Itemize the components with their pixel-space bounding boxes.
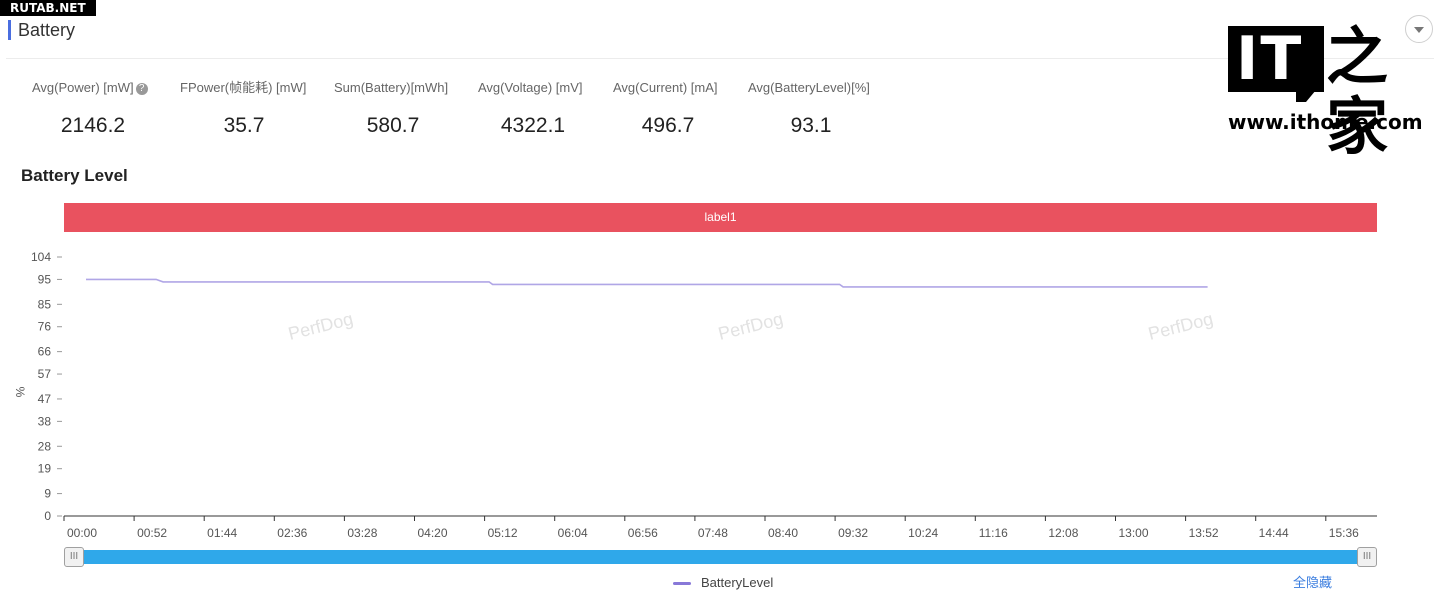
legend-label: BatteryLevel [701, 575, 774, 590]
y-tick-label: 38 [38, 414, 52, 428]
x-tick-label: 15:36 [1329, 526, 1359, 540]
y-tick-label: 104 [31, 250, 51, 264]
battery-level-chart: PerfDog PerfDog PerfDog % 0 9 19 28 38 47 57 66… [13, 250, 1377, 540]
x-tick-label: 13:00 [1118, 526, 1148, 540]
stat-avg-power: Avg(Power) [mW]? 2146.2 [32, 74, 154, 144]
stat-sum-battery: Sum(Battery)[mWh] 580.7 [334, 74, 452, 144]
x-tick-label: 08:40 [768, 526, 798, 540]
stat-avg-current: Avg(Current) [mA] 496.7 [613, 74, 723, 144]
stat-label: Avg(Current) [mA] [613, 80, 718, 95]
stat-fpower: FPower(帧能耗) [mW] 35.7 [180, 74, 308, 144]
y-tick-label: 66 [38, 345, 52, 359]
y-tick-label: 95 [38, 272, 52, 286]
legend-swatch [673, 582, 691, 585]
stat-value: 496.7 [641, 114, 695, 137]
x-tick-label: 05:12 [488, 526, 518, 540]
logo-han-text: 之家 [1326, 20, 1389, 163]
site-tag: RUTAB.NET [0, 0, 96, 16]
x-tick-label: 13:52 [1189, 526, 1219, 540]
y-tick-label: 19 [38, 462, 52, 476]
help-icon[interactable]: ? [135, 82, 148, 95]
y-tick-label: 47 [38, 392, 52, 406]
slider-track[interactable] [64, 550, 1377, 564]
chart-watermark: PerfDog [1146, 308, 1215, 343]
series-batterylevel-line [86, 278, 1208, 288]
x-tick-label: 00:52 [137, 526, 167, 540]
x-tick-label: 14:44 [1259, 526, 1289, 540]
y-axis-label: % [13, 387, 27, 398]
y-tick-label: 76 [38, 320, 52, 334]
x-tick-group: 00:00 00:52 01:44 02:36 03:28 04:20 05:12 06:04… [63, 516, 1359, 540]
section-header: Battery [6, 18, 1434, 59]
x-tick-label: 06:56 [628, 526, 658, 540]
slider-left-handle[interactable]: III [64, 547, 84, 567]
logo-chevron [1296, 90, 1316, 102]
stat-value: 580.7 [366, 114, 420, 137]
y-tick-label: 9 [44, 487, 51, 501]
logo-it-box [1228, 26, 1324, 92]
x-tick-label: 02:36 [277, 526, 307, 540]
logo-it-text: IT [1236, 24, 1304, 94]
stat-value: 35.7 [223, 114, 265, 137]
stat-label: Avg(Voltage) [mV] [478, 80, 583, 95]
section-title: Battery [18, 20, 76, 40]
stat-value: 2146.2 [60, 114, 126, 137]
collapse-dropdown-button[interactable] [1405, 15, 1433, 43]
stat-label: FPower(帧能耗) [mW] [180, 80, 307, 95]
y-tick-label: 28 [38, 439, 52, 453]
stat-label: Avg(BatteryLevel)[%] [748, 80, 870, 95]
chart-watermark: PerfDog [716, 308, 785, 343]
x-tick-label: 11:16 [979, 526, 1008, 540]
x-tick-label: 12:08 [1048, 526, 1078, 540]
x-tick-label: 06:04 [558, 526, 588, 540]
stat-avg-battery-level: Avg(BatteryLevel)[%] 93.1 [748, 74, 874, 144]
section-accent-bar [8, 20, 11, 40]
label-band[interactable]: label1 [64, 203, 1377, 232]
stat-avg-voltage: Avg(Voltage) [mV] 4322.1 [478, 74, 588, 144]
x-tick-label: 00:00 [67, 526, 97, 540]
y-tick-label: 85 [38, 297, 52, 311]
logo-url: www.ithome.com [1228, 110, 1423, 134]
time-range-slider[interactable]: III III [64, 547, 1377, 567]
slider-right-handle[interactable]: III [1357, 547, 1377, 567]
x-tick-label: 09:32 [838, 526, 868, 540]
x-tick-label: 01:44 [207, 526, 237, 540]
y-tick-label: 0 [44, 509, 51, 523]
x-tick-label: 04:20 [417, 526, 447, 540]
stat-label: Sum(Battery)[mWh] [334, 80, 449, 95]
hide-all-button[interactable]: 全隐藏 [1293, 575, 1333, 590]
chart-title: Battery Level [21, 166, 128, 185]
y-tick-label: 57 [38, 367, 52, 381]
stats-row: Avg(Power) [mW]? 2146.2 FPower(帧能耗) [mW]… [0, 74, 900, 144]
stat-value: 4322.1 [500, 114, 566, 137]
y-tick-group: 0 9 19 28 38 47 57 66 76 85 95 104 [31, 250, 62, 523]
chart-watermark: PerfDog [286, 308, 355, 343]
x-tick-label: 03:28 [347, 526, 377, 540]
stat-value: 93.1 [790, 114, 832, 137]
ithome-logo: IT 之家 www.ithome.com [1226, 22, 1426, 162]
stat-label: Avg(Power) [mW]? [32, 74, 154, 102]
x-tick-label: 10:24 [908, 526, 938, 540]
x-tick-label: 07:48 [698, 526, 728, 540]
